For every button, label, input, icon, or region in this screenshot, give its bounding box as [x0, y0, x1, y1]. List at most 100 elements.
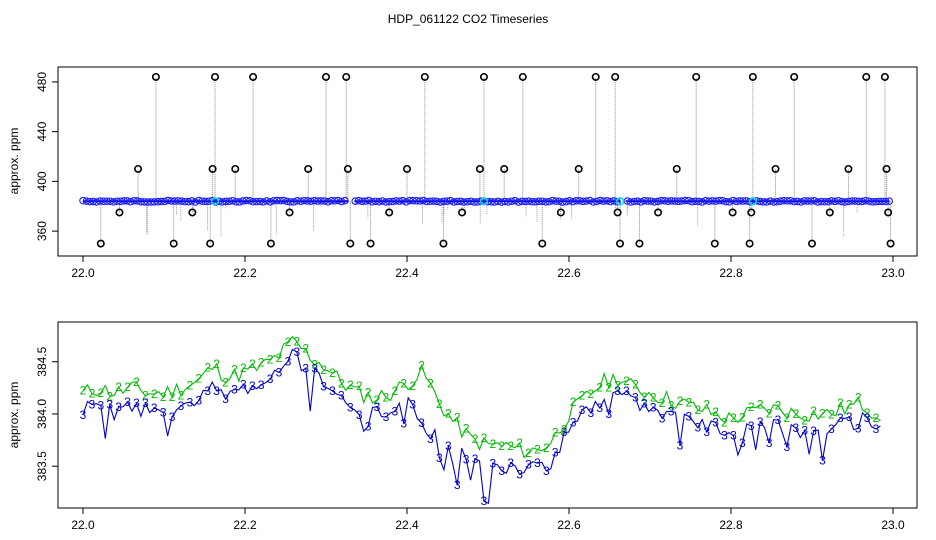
series-2-point: 2 [490, 437, 497, 451]
spike-marker [745, 239, 754, 248]
series-3-point: 3 [222, 392, 229, 406]
series-3-point: 3 [757, 415, 764, 429]
series-3-point: 3 [810, 424, 817, 438]
series-3-point: 3 [846, 410, 853, 424]
spike-marker [188, 208, 197, 217]
x-tick-label: 22.6 [557, 518, 581, 532]
series-3-point: 3 [276, 366, 283, 380]
baseline-marker [541, 198, 550, 206]
series-3-point: 3 [195, 394, 202, 408]
series-2-point: 2 [454, 411, 461, 425]
series-3-point: 3 [650, 400, 657, 414]
series-3-point: 3 [356, 408, 363, 422]
series-2-point: 2 [775, 398, 782, 412]
series-2-point: 2 [356, 379, 363, 393]
series-2-point: 2 [124, 380, 131, 394]
spike-marker [208, 164, 217, 173]
x-tick-label: 23.0 [881, 266, 905, 280]
spike-marker [613, 208, 622, 217]
y-tick-label: 480 [35, 72, 49, 92]
spike-marker [710, 239, 719, 248]
series-3-point: 3 [427, 432, 434, 446]
spike-marker [862, 72, 871, 81]
baseline-marker [882, 197, 890, 206]
series-2-point: 2 [365, 386, 372, 400]
series-2-point: 2 [481, 431, 488, 445]
baseline-marker [402, 198, 410, 206]
spike-marker [96, 239, 105, 248]
baseline-marker [341, 196, 349, 205]
series-2-point: 2 [579, 389, 586, 403]
spike-marker [458, 208, 467, 217]
spike-marker [591, 72, 600, 81]
series-3-point: 3 [329, 384, 336, 398]
bottom-x-axis: 22.0 22.2 22.4 22.6 22.8 23.0 [71, 507, 905, 532]
series-2-point: 2 [97, 386, 104, 400]
series-3-point: 3 [409, 398, 416, 412]
spike-marker [479, 72, 488, 81]
series-3-point: 3 [784, 440, 791, 454]
series-2-point: 2 [819, 407, 826, 421]
spike-marker [807, 239, 816, 248]
series-2-point: 2 [694, 403, 701, 417]
top-series-group [79, 72, 895, 248]
series-2-point: 2 [89, 387, 96, 401]
baseline-marker [589, 198, 598, 206]
series-3-point: 3 [721, 428, 728, 442]
series-3-point: 3 [694, 421, 701, 435]
series-2-point: 2 [285, 335, 292, 349]
series-2-point: 2 [213, 357, 220, 371]
baseline-marker [885, 197, 894, 205]
x-tick-label: 22.2 [233, 266, 257, 280]
series-2-point: 2 [142, 389, 149, 403]
series-3-point: 3 [668, 404, 675, 418]
x-tick-label: 22.8 [719, 518, 743, 532]
series-2-point: 2 [445, 407, 452, 421]
series-2-point: 2 [623, 374, 630, 388]
x-tick-label: 22.0 [71, 266, 95, 280]
series-3-point: 3 [400, 417, 407, 431]
series-2-point: 2 [463, 422, 470, 436]
spike-marker [538, 239, 547, 248]
spike-marker [654, 208, 663, 217]
baseline-marker [235, 198, 244, 206]
y-tick-label: 400 [35, 171, 49, 191]
series-2-point: 2 [659, 396, 666, 410]
series-2-point: 2 [151, 387, 158, 401]
series-2-point: 2 [543, 441, 550, 455]
series-2-point: 2 [222, 376, 229, 390]
series-3-point: 3 [605, 407, 612, 421]
series-2-point: 2 [204, 361, 211, 375]
series-3-point: 3 [169, 410, 176, 424]
series-3-point: 3 [293, 345, 300, 359]
series-3-point: 3 [115, 400, 122, 414]
series-2-point: 2 [507, 439, 514, 453]
series-2-point: 2 [605, 381, 612, 395]
series-3-point: 3 [828, 422, 835, 436]
series-3-point: 3 [837, 411, 844, 425]
baseline-marker [722, 197, 730, 206]
series-2-point: 2 [730, 411, 737, 425]
series-2-point: 2 [347, 378, 354, 392]
y-tick-label: 384.5 [35, 346, 49, 376]
series-3-point: 3 [285, 355, 292, 369]
baseline-marker [773, 198, 781, 206]
baseline-marker [718, 196, 727, 205]
series-2-point: 2 [837, 396, 844, 410]
series-2-point: 2 [570, 395, 577, 409]
x-tick-label: 23.0 [881, 518, 905, 532]
top-data-layer [79, 72, 895, 248]
series-2-point: 2 [721, 416, 728, 430]
spike-marker [346, 239, 355, 248]
series-2-point: 2 [472, 432, 479, 446]
spike-marker [321, 72, 330, 81]
series-2-point: 2 [249, 357, 256, 371]
y-tick-label: 384.0 [35, 399, 49, 429]
series-2-point: 2 [409, 379, 416, 393]
spike-marker [304, 164, 313, 173]
highlight-marker [210, 197, 220, 206]
series-3-point: 3 [801, 423, 808, 437]
spike-marker [884, 208, 893, 217]
series-3-point: 3 [748, 419, 755, 433]
